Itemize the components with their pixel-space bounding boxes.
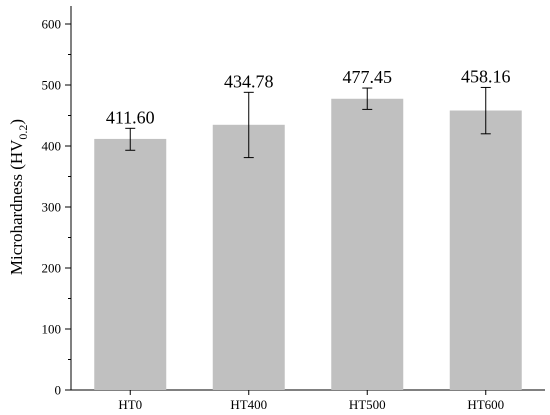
x-tick-label-ht400: HT400: [230, 397, 267, 412]
bar-ht600: [449, 110, 522, 390]
y-axis-title: Microhardness (HV0.2): [7, 119, 30, 275]
data-label-ht400: 434.78: [224, 71, 274, 91]
bars: [94, 98, 522, 391]
bar-ht0: [94, 138, 167, 390]
data-label-ht600: 458.16: [461, 66, 511, 86]
error-bar-ht0: [125, 127, 136, 151]
error-bar-ht600: [480, 86, 491, 135]
y-tick-label: 400: [42, 139, 62, 154]
bar-ht400: [212, 124, 285, 390]
y-tick-label: 600: [42, 17, 62, 32]
data-label-ht500: 477.45: [343, 67, 393, 87]
x-tick-label-ht600: HT600: [467, 397, 504, 412]
y-tick-label: 100: [42, 322, 62, 337]
error-bar-ht400: [243, 91, 254, 159]
bar-ht500: [331, 98, 404, 391]
data-labels: 411.60 434.78 477.45 458.16: [106, 66, 511, 127]
error-bars: [125, 86, 491, 159]
x-ticks: HT0 HT400 HT500 HT600: [118, 390, 504, 412]
data-label-ht0: 411.60: [106, 107, 155, 127]
y-tick-label: 0: [55, 383, 62, 398]
y-ticks: 0 100 200 300 400 500 600: [42, 17, 71, 398]
error-bar-ht500: [362, 87, 373, 110]
x-tick-label-ht0: HT0: [118, 397, 142, 412]
y-tick-label: 500: [42, 78, 62, 93]
x-tick-label-ht500: HT500: [349, 397, 386, 412]
y-tick-label: 200: [42, 261, 62, 276]
y-tick-label: 300: [42, 200, 62, 215]
